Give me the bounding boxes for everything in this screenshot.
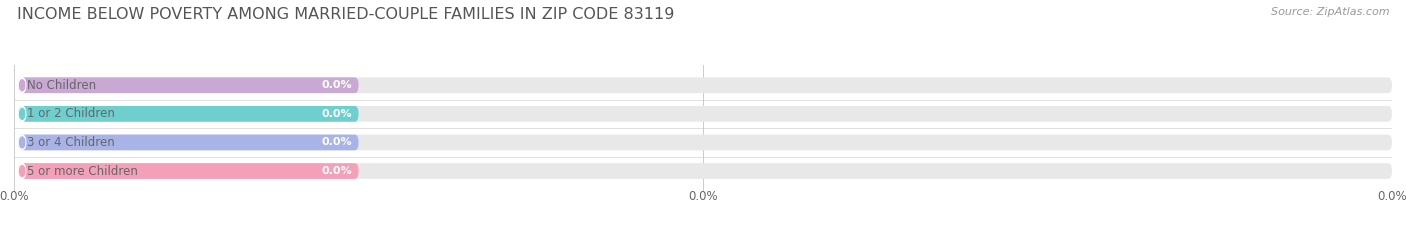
- Text: 0.0%: 0.0%: [321, 137, 352, 147]
- FancyBboxPatch shape: [18, 135, 1392, 150]
- Text: 0.0%: 0.0%: [321, 166, 352, 176]
- Circle shape: [20, 165, 25, 177]
- Text: 1 or 2 Children: 1 or 2 Children: [27, 107, 114, 120]
- Text: INCOME BELOW POVERTY AMONG MARRIED-COUPLE FAMILIES IN ZIP CODE 83119: INCOME BELOW POVERTY AMONG MARRIED-COUPL…: [17, 7, 675, 22]
- FancyBboxPatch shape: [18, 163, 1392, 179]
- FancyBboxPatch shape: [18, 135, 359, 150]
- FancyBboxPatch shape: [18, 77, 1392, 93]
- Circle shape: [18, 78, 25, 93]
- Circle shape: [18, 135, 25, 150]
- Text: 0.0%: 0.0%: [321, 80, 352, 90]
- Text: 0.0%: 0.0%: [1376, 191, 1406, 203]
- FancyBboxPatch shape: [18, 106, 359, 122]
- FancyBboxPatch shape: [18, 77, 359, 93]
- Text: 0.0%: 0.0%: [321, 109, 352, 119]
- Circle shape: [18, 164, 25, 178]
- Circle shape: [20, 108, 25, 119]
- Circle shape: [18, 106, 25, 121]
- Text: 3 or 4 Children: 3 or 4 Children: [27, 136, 114, 149]
- FancyBboxPatch shape: [18, 106, 1392, 122]
- Text: No Children: No Children: [27, 79, 96, 92]
- Text: 0.0%: 0.0%: [0, 191, 30, 203]
- Circle shape: [20, 137, 25, 148]
- FancyBboxPatch shape: [18, 163, 359, 179]
- Text: Source: ZipAtlas.com: Source: ZipAtlas.com: [1271, 7, 1389, 17]
- Text: 0.0%: 0.0%: [688, 191, 718, 203]
- Text: 5 or more Children: 5 or more Children: [27, 164, 138, 178]
- Circle shape: [20, 80, 25, 91]
